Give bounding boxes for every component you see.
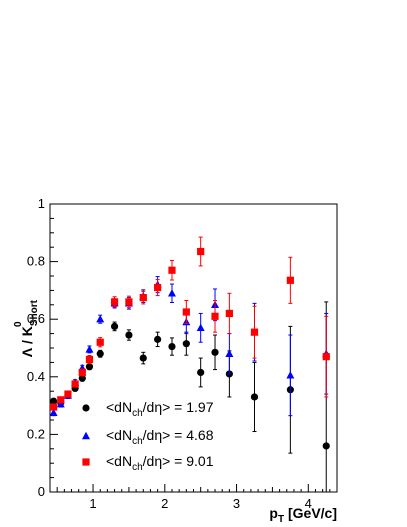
data-point bbox=[197, 368, 205, 377]
legend-marker-3 bbox=[82, 458, 90, 466]
data-point bbox=[96, 338, 104, 346]
data-point bbox=[322, 442, 330, 450]
legend-marker-2 bbox=[82, 431, 90, 440]
data-point bbox=[64, 390, 72, 398]
legend-label-1: <dNch/dη> = 1.97 bbox=[106, 399, 214, 419]
series-3 bbox=[49, 236, 330, 411]
y-axis-title: Λ / KShort0 bbox=[13, 299, 40, 357]
y-tick-label: 0.8 bbox=[27, 254, 45, 269]
axis-tick-labels: 0 0.2 0.4 0.6 0.8 1 1 2 3 4 bbox=[27, 196, 312, 511]
data-point bbox=[125, 331, 133, 339]
data-point bbox=[196, 323, 205, 332]
data-point bbox=[168, 266, 176, 274]
y-tick-label: 0 bbox=[38, 484, 45, 499]
y-tick-label: 1 bbox=[38, 196, 45, 211]
data-point bbox=[286, 371, 295, 379]
data-point bbox=[96, 350, 104, 358]
x-tick-label: 3 bbox=[233, 496, 240, 511]
data-point bbox=[154, 283, 162, 292]
data-point bbox=[110, 298, 119, 306]
data-point bbox=[71, 380, 79, 388]
data-marks bbox=[49, 236, 331, 492]
data-point bbox=[250, 328, 259, 336]
data-point bbox=[168, 342, 176, 351]
data-point bbox=[225, 309, 233, 318]
data-point bbox=[85, 345, 94, 353]
data-point bbox=[139, 354, 147, 362]
legend-marker-1 bbox=[82, 404, 90, 412]
y-tick-label: 0.2 bbox=[27, 426, 45, 441]
data-point bbox=[110, 322, 119, 330]
data-point bbox=[78, 374, 86, 382]
y-tick-label: 0.6 bbox=[27, 311, 45, 326]
data-point bbox=[96, 315, 105, 323]
data-point bbox=[286, 276, 294, 284]
data-point bbox=[49, 403, 58, 411]
data-point bbox=[139, 294, 147, 302]
data-point bbox=[57, 396, 65, 404]
legend-label-3: <dNch/dη> = 9.01 bbox=[106, 453, 214, 473]
data-point bbox=[125, 298, 133, 306]
data-point bbox=[85, 363, 94, 371]
legend-label-2: <dNch/dη> = 4.68 bbox=[106, 427, 214, 447]
data-point bbox=[250, 393, 259, 401]
data-point bbox=[197, 247, 205, 256]
data-point bbox=[182, 308, 190, 316]
data-point bbox=[322, 353, 330, 361]
x-tick-label: 2 bbox=[161, 496, 168, 511]
data-point bbox=[56, 399, 65, 408]
data-point bbox=[78, 368, 86, 377]
y-tick-label: 0.4 bbox=[27, 369, 45, 384]
x-tick-label: 4 bbox=[305, 496, 312, 511]
data-point bbox=[85, 355, 94, 364]
x-tick-label: 1 bbox=[89, 496, 96, 511]
data-point bbox=[211, 312, 219, 320]
data-point bbox=[211, 348, 219, 356]
plot-frame bbox=[49, 203, 338, 493]
data-point bbox=[182, 340, 190, 348]
data-point bbox=[167, 289, 176, 297]
data-point bbox=[49, 397, 58, 405]
data-point bbox=[49, 408, 58, 416]
series-2 bbox=[49, 276, 331, 417]
data-point bbox=[225, 349, 234, 357]
x-axis-title: pT [GeV/c] bbox=[269, 505, 337, 525]
axis-ticks bbox=[50, 203, 338, 493]
data-point bbox=[154, 335, 162, 343]
legend: <dNch/dη> = 1.97 <dNch/dη> = 4.68 <dNch/dη… bbox=[82, 399, 214, 473]
